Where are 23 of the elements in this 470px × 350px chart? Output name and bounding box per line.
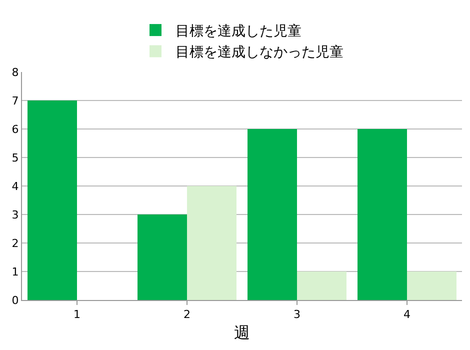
bar — [358, 129, 407, 300]
y-tick-label: 2 — [12, 236, 19, 250]
bar — [187, 186, 236, 300]
bar — [138, 214, 187, 300]
bar — [28, 100, 77, 300]
bar — [248, 129, 297, 300]
x-tick-label: 1 — [74, 308, 80, 322]
y-tick-label: 7 — [12, 94, 19, 108]
x-axis-title: 週 — [234, 322, 250, 342]
x-tick-label: 3 — [294, 308, 300, 322]
y-tick-label: 6 — [12, 122, 19, 136]
y-tick-label: 4 — [12, 180, 19, 193]
bar — [297, 272, 346, 300]
x-tick-label: 2 — [184, 308, 190, 322]
y-tick-label: 1 — [12, 265, 19, 278]
y-tick-label: 5 — [12, 151, 19, 164]
y-tick-label: 0 — [12, 294, 19, 307]
x-tick-label: 4 — [404, 308, 410, 322]
y-tick-label: 3 — [12, 208, 19, 222]
y-tick-label: 8 — [12, 66, 19, 79]
legend-label: 目標を達成しなかった児童 — [176, 44, 344, 61]
bar — [407, 272, 456, 300]
legend-label: 目標を達成した児童 — [176, 24, 302, 40]
